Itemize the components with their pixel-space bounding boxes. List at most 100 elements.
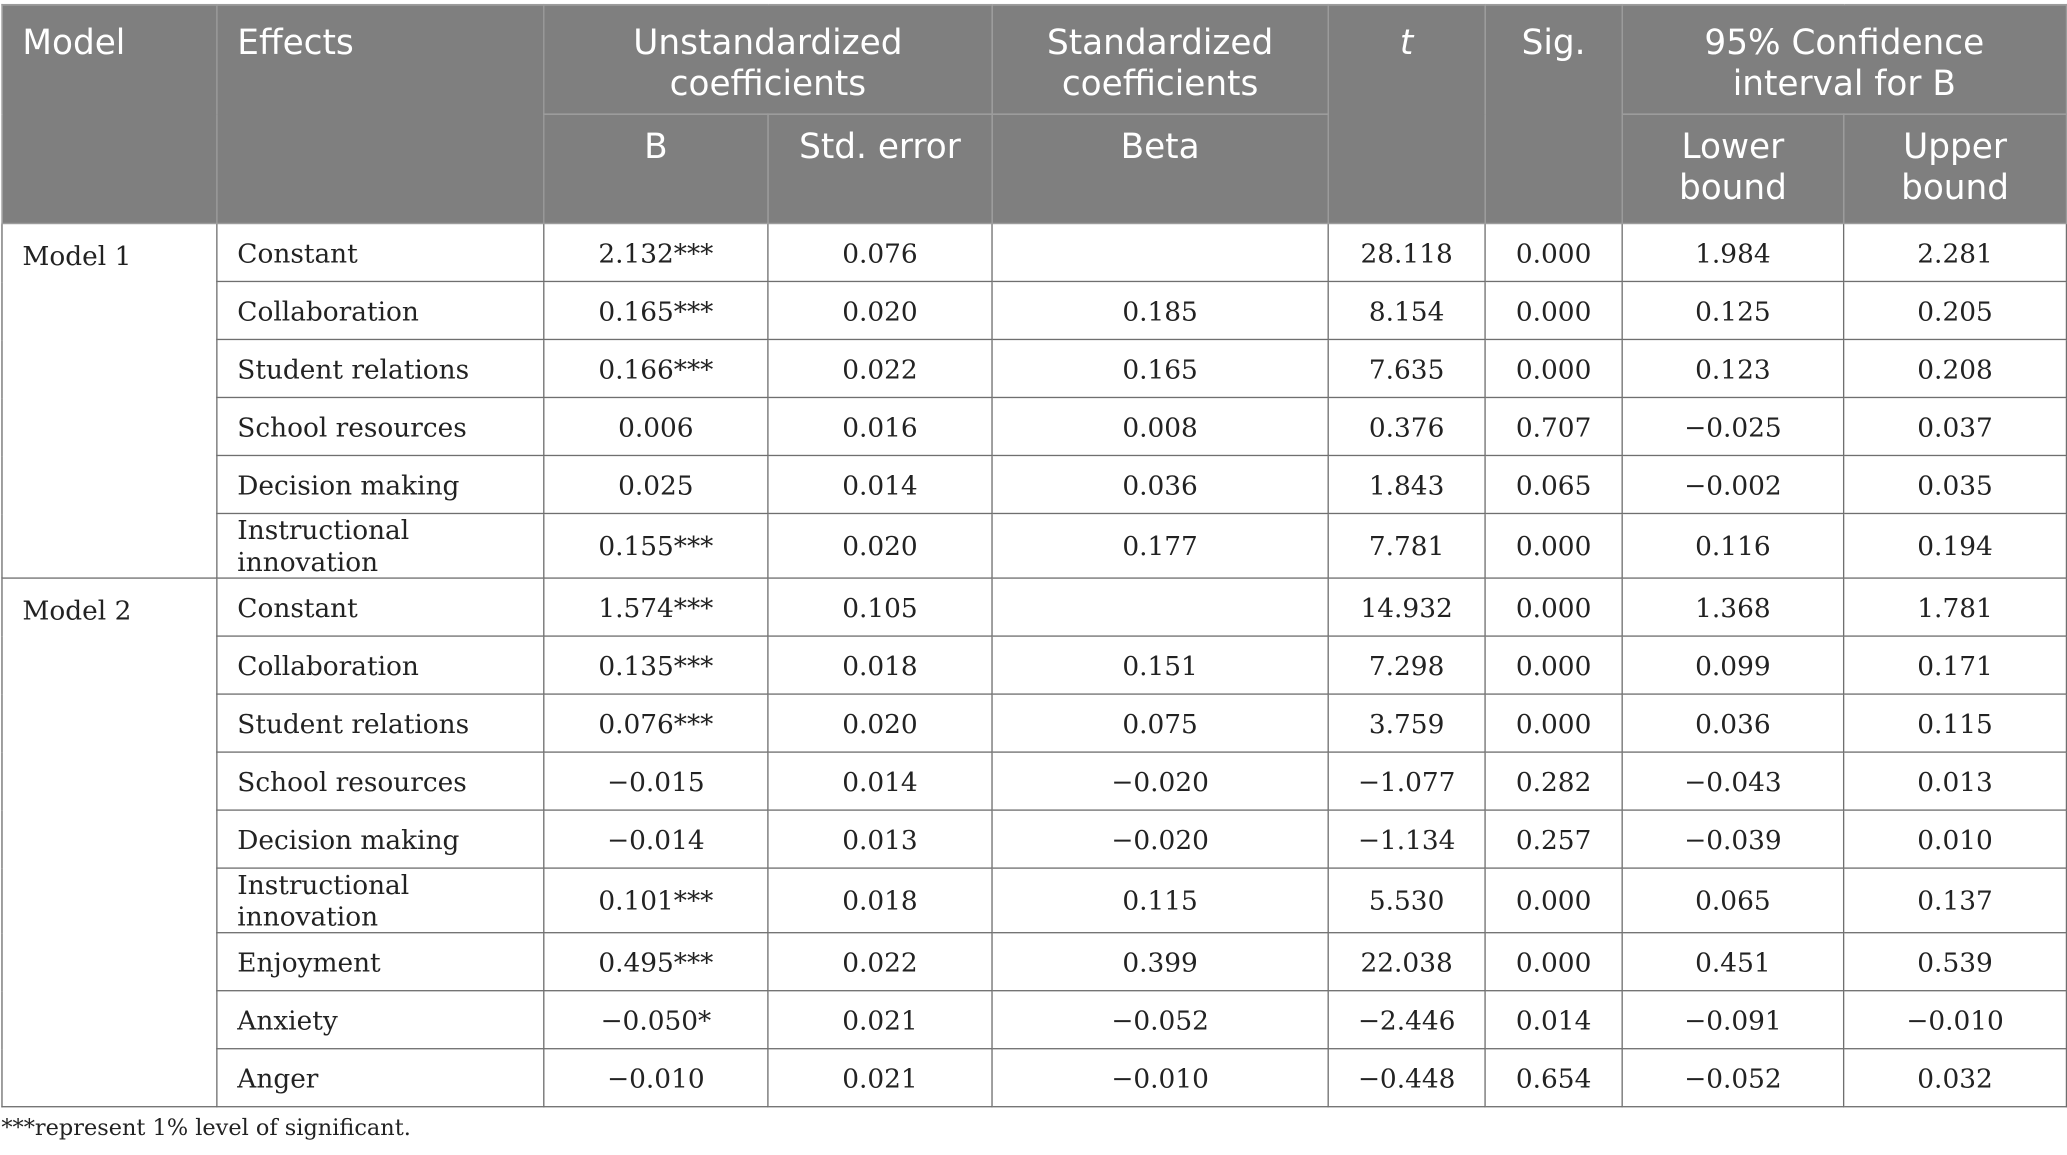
cell-effect: School resources [216, 396, 545, 457]
cell-std-error: 0.076 [767, 222, 993, 283]
header-standardized-line2: coefficients [1061, 64, 1259, 105]
cell-t: 22.038 [1327, 932, 1486, 992]
cell-upper-bound: 0.037 [1842, 396, 2067, 457]
cell-std-error: 0.022 [767, 932, 993, 992]
cell-effect: Enjoyment [216, 932, 545, 992]
cell-std-error: 0.016 [767, 396, 993, 457]
cell-t: 1.843 [1327, 454, 1486, 515]
cell-sig: 0.065 [1484, 454, 1623, 515]
cell-lower-bound: 0.099 [1621, 635, 1845, 695]
table-row: Enjoyment 0.495*** 0.022 0.399 22.038 0.000 0.… [2, 932, 2067, 992]
cell-upper-bound: 0.539 [1842, 932, 2067, 992]
table-header: Model Effects Unstandardized coefficient… [1, 3, 2067, 225]
table-row: School resources −0.015 0.014 −0.020 −1.077 0… [2, 751, 2067, 811]
cell-upper-bound: −0.010 [1842, 990, 2067, 1050]
cell-lower-bound: 0.451 [1621, 932, 1845, 992]
cell-upper-bound: 0.010 [1842, 809, 2067, 869]
cell-std-error: 0.020 [767, 512, 993, 579]
cell-std-error: 0.020 [767, 280, 993, 341]
cell-t: −1.077 [1327, 751, 1486, 811]
cell-beta: 0.151 [991, 635, 1329, 695]
cell-std-error: 0.018 [767, 635, 993, 695]
cell-effect: Student relations [216, 338, 545, 399]
table-row: Model 1 Constant 2.132*** 0.076 28.118 0.000 1… [1, 222, 2067, 579]
cell-sig: 0.000 [1484, 512, 1623, 579]
table-row: Student relations 0.076*** 0.020 0.075 3.759… [2, 693, 2067, 753]
cell-b: 0.076*** [543, 693, 769, 753]
cell-b: −0.015 [543, 751, 769, 811]
cell-beta: 0.008 [991, 396, 1329, 457]
header-upper-line1: Upper [1903, 127, 2007, 168]
cell-sig: 0.257 [1484, 809, 1623, 869]
cell-lower-bound: 0.065 [1621, 867, 1845, 934]
table-row: Collaboration 0.165*** 0.020 0.185 8.154 0.00… [2, 280, 2067, 341]
cell-t: 7.298 [1327, 635, 1486, 695]
cell-beta: −0.020 [991, 809, 1329, 869]
cell-sig: 0.707 [1484, 396, 1623, 457]
cell-effect: Instructional innovation [216, 512, 545, 579]
regression-table: Model Effects Unstandardized coefficient… [1, 3, 2067, 1108]
cell-b: −0.014 [543, 809, 769, 869]
table-row: Anxiety −0.050* 0.021 −0.052 −2.446 0.014 −0.0… [2, 990, 2067, 1050]
header-unstandardized: Unstandardized coefficients [543, 3, 993, 115]
table-row: Model 2 Constant 1.574*** 0.105 14.932 0.000 1… [1, 577, 2067, 1108]
cell-beta [991, 577, 1329, 637]
cell-lower-bound: 1.984 [1621, 222, 1845, 283]
cell-effect: Student relations [216, 693, 545, 753]
table-row: Collaboration 0.135*** 0.018 0.151 7.298 0.00… [2, 635, 2067, 695]
cell-b: 1.574*** [543, 577, 769, 637]
cell-sig: 0.000 [1484, 577, 1623, 637]
cell-b: 0.006 [543, 396, 769, 457]
table-body: Model 1 Constant 2.132*** 0.076 28.118 0.000 1… [1, 222, 2067, 1108]
cell-upper-bound: 0.208 [1842, 338, 2067, 399]
cell-sig: 0.014 [1484, 990, 1623, 1050]
cell-b: −0.050* [543, 990, 769, 1050]
cell-lower-bound: 0.116 [1621, 512, 1845, 579]
cell-t: −2.446 [1327, 990, 1486, 1050]
cell-beta: 0.177 [991, 512, 1329, 579]
cell-sig: 0.000 [1484, 693, 1623, 753]
cell-lower-bound: −0.091 [1621, 990, 1845, 1050]
cell-t: 7.781 [1327, 512, 1486, 579]
cell-std-error: 0.014 [767, 454, 993, 515]
cell-t: 0.376 [1327, 396, 1486, 457]
cell-beta: −0.010 [991, 1048, 1329, 1108]
cell-upper-bound: 1.781 [1842, 577, 2067, 637]
cell-upper-bound: 0.205 [1842, 280, 2067, 341]
cell-beta: −0.052 [991, 990, 1329, 1050]
cell-std-error: 0.105 [767, 577, 993, 637]
cell-b: −0.010 [543, 1048, 769, 1108]
cell-t: −1.134 [1327, 809, 1486, 869]
table-row: Instructional innovation 0.155*** 0.020 0.1… [2, 512, 2067, 579]
cell-sig: 0.000 [1484, 932, 1623, 992]
header-standardized: Standardized coefficients [991, 3, 1329, 115]
cell-t: 7.635 [1327, 338, 1486, 399]
cell-model: Model 1 [1, 222, 218, 579]
cell-lower-bound: −0.025 [1621, 396, 1845, 457]
cell-lower-bound: −0.002 [1621, 454, 1845, 515]
header-model: Model [1, 3, 218, 225]
cell-b: 0.025 [543, 454, 769, 515]
cell-b: 0.101*** [543, 867, 769, 934]
cell-effect: Anger [216, 1048, 545, 1108]
cell-b: 0.155*** [543, 512, 769, 579]
cell-beta [991, 222, 1329, 283]
header-upper-bound: Upper bound [1842, 113, 2067, 225]
cell-upper-bound: 0.137 [1842, 867, 2067, 934]
cell-t: 14.932 [1327, 577, 1486, 637]
cell-beta: −0.020 [991, 751, 1329, 811]
table-row: Decision making −0.014 0.013 −0.020 −1.134 0.… [2, 809, 2067, 869]
header-standardized-line1: Standardized [1046, 23, 1274, 64]
cell-std-error: 0.021 [767, 1048, 993, 1108]
header-ci-line2: interval for B [1732, 64, 1956, 105]
cell-t: −0.448 [1327, 1048, 1486, 1108]
header-t: t [1327, 3, 1486, 225]
cell-sig: 0.654 [1484, 1048, 1623, 1108]
cell-lower-bound: 0.036 [1621, 693, 1845, 753]
header-ci-line1: 95% Confidence [1704, 23, 1985, 64]
cell-std-error: 0.013 [767, 809, 993, 869]
cell-upper-bound: 0.035 [1842, 454, 2067, 515]
cell-std-error: 0.018 [767, 867, 993, 934]
cell-lower-bound: 0.123 [1621, 338, 1845, 399]
cell-beta: 0.036 [991, 454, 1329, 515]
